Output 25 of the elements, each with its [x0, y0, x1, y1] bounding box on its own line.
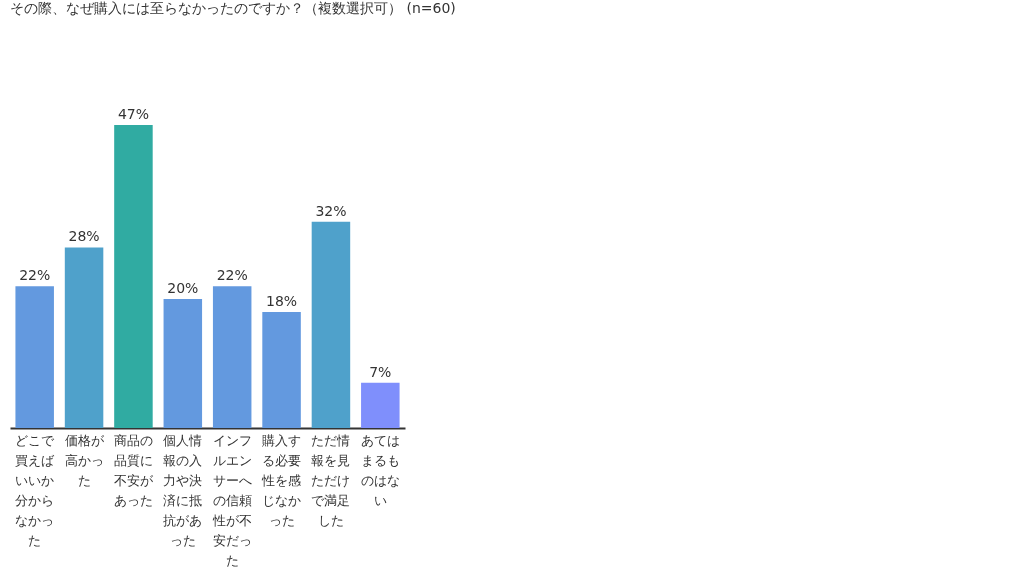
data-label: 22%: [19, 267, 51, 284]
bar: [15, 286, 54, 428]
data-label: 47%: [117, 106, 149, 122]
bar: [64, 247, 104, 428]
x-tick-label: 商品の品質に不安があった: [113, 432, 154, 508]
bar: [361, 382, 400, 428]
data-label: 32%: [315, 202, 347, 219]
bar: [114, 125, 153, 428]
x-tick-label: 個人情報の入力や決済に抵抗があった: [163, 432, 203, 548]
x-tick-label: どこで買えばいいか分からなかった: [15, 432, 56, 548]
x-tick-label: あてはまるものはない: [360, 432, 400, 508]
bar: [163, 299, 203, 428]
data-label: 7%: [369, 363, 392, 380]
data-label: 20%: [167, 280, 199, 297]
x-tick-label: インフルエンサーへの信頼性が不安だった: [211, 432, 252, 568]
data-label: 28%: [68, 228, 100, 245]
x-tick-label: 購入する必要性を感じなかった: [261, 432, 302, 528]
bar: [262, 311, 301, 428]
bar: [311, 221, 351, 428]
x-tick-label: ただ情報を見ただけで満足した: [311, 432, 351, 528]
data-label: 22%: [216, 267, 248, 284]
bar: [212, 286, 252, 428]
data-label: 18%: [266, 292, 298, 309]
x-tick-label: 価格が高かった: [64, 432, 105, 488]
chart-title: その際、なぜ購入には至らなかったのですか？（複数選択可） (n=60): [10, 0, 456, 16]
